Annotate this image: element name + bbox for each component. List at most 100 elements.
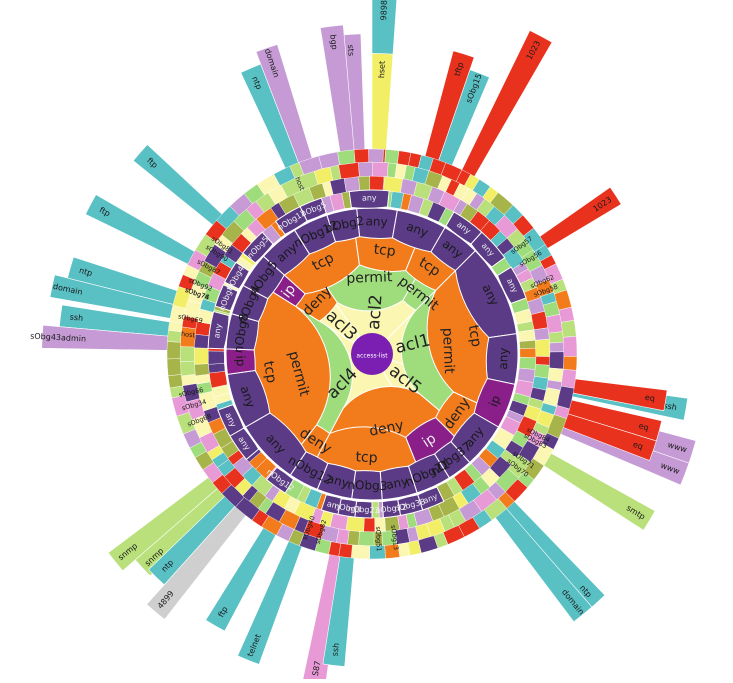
fill-wedge — [208, 363, 226, 374]
spike-layer: 10239898ssheqwwwwwweqeqsmtpntpdomainS87s… — [30, 0, 697, 683]
object-label: any — [365, 214, 388, 229]
object-label: nObg8 — [231, 312, 251, 354]
detail-segment — [217, 404, 245, 437]
fill-wedge — [549, 342, 565, 353]
spike-label: tftp — [453, 61, 466, 77]
fill-wedge — [363, 517, 376, 533]
detail-segment — [348, 189, 390, 209]
fill-wedge — [338, 543, 353, 559]
fill-wedge — [167, 374, 183, 389]
spike-label: hset — [377, 61, 387, 79]
fill-wedge — [179, 360, 196, 377]
fill-wedge — [350, 544, 370, 560]
action-label: permit — [346, 269, 393, 287]
outer-label: host — [181, 330, 196, 339]
spike-label: ssh — [663, 401, 678, 412]
fill-wedge — [166, 358, 182, 377]
fill-wedge — [563, 336, 578, 357]
fill-wedge — [518, 329, 536, 342]
object-label: any — [496, 347, 511, 370]
spike-label: ssh — [69, 312, 83, 323]
detail-segment — [496, 266, 527, 304]
fill-wedge — [347, 530, 360, 546]
spike-label: ntp — [78, 266, 93, 278]
fill-wedge — [207, 350, 225, 365]
detail-label: any — [212, 323, 223, 339]
detail-segment — [381, 499, 402, 519]
detail-label: nObg23 — [348, 504, 380, 515]
fill-wedge — [369, 175, 385, 191]
spike-bar — [237, 531, 306, 665]
fill-wedge — [563, 356, 578, 371]
fill-wedge — [368, 148, 384, 163]
object-label: any — [237, 384, 257, 409]
detail-label: any — [326, 499, 343, 511]
detail-segment — [223, 261, 250, 290]
protocol-label: tcp — [260, 360, 280, 385]
spike-label: eq — [632, 440, 644, 452]
detail-segment — [337, 498, 358, 518]
spike-bar — [132, 144, 230, 232]
fill-wedge — [337, 149, 356, 165]
fill-wedge — [179, 346, 195, 362]
fill-wedge — [383, 176, 403, 193]
detail-segment — [299, 197, 327, 222]
spike-label: sts — [346, 44, 356, 56]
spike-label: S87 — [311, 660, 323, 677]
fill-wedge — [371, 161, 389, 177]
fill-wedge — [561, 319, 577, 338]
fill-wedge — [194, 363, 210, 377]
fill-wedge — [167, 330, 182, 343]
protocol-label: tcp — [355, 449, 378, 466]
fill-wedge — [534, 364, 550, 379]
object-label: nObg3 — [347, 478, 387, 493]
outer-label: sObg51 — [374, 526, 383, 551]
detail-segment — [265, 466, 295, 494]
fill-wedge — [519, 340, 537, 349]
detail-segment — [242, 231, 274, 264]
fill-wedge — [548, 331, 564, 344]
fill-wedge — [519, 357, 537, 370]
object-label: ip — [233, 355, 248, 367]
fill-wedge — [166, 341, 181, 360]
protocol-label: tcp — [373, 241, 397, 260]
fill-wedge — [343, 176, 360, 193]
fill-wedge — [193, 333, 210, 349]
spike-label: bgp — [328, 34, 339, 50]
object-label: any — [385, 474, 409, 492]
object-label: ip — [486, 394, 503, 409]
detail-label: any — [362, 193, 377, 202]
acl-label: acl2 — [364, 294, 387, 331]
fill-wedge — [549, 351, 565, 370]
detail-label: nObg22 — [375, 502, 408, 515]
action-label: deny — [368, 417, 405, 439]
fill-wedge — [535, 338, 551, 357]
fill-wedge — [561, 369, 577, 389]
detail-label: nObg3 — [334, 502, 362, 515]
spike-label: eq — [644, 393, 655, 403]
fill-wedge — [384, 149, 400, 164]
fill-wedge — [558, 306, 575, 323]
fill-wedge — [533, 327, 550, 341]
fill-wedge — [358, 175, 371, 191]
fill-wedge — [345, 516, 365, 533]
fill-wedge — [338, 162, 360, 179]
spike-label: sObg43admin — [30, 332, 86, 344]
detail-segment — [214, 284, 239, 312]
fill-wedge — [519, 347, 537, 358]
protocol-label: tcp — [465, 324, 485, 349]
object-label: any — [325, 471, 350, 490]
action-label: permit — [439, 327, 457, 374]
spike-label: ftp — [98, 205, 112, 218]
spike-label: ssh — [330, 642, 341, 656]
fill-wedge — [535, 356, 551, 366]
fill-wedge — [353, 148, 369, 163]
detail-segment — [470, 231, 506, 268]
center-label: access-list — [356, 353, 388, 360]
fill-wedge — [193, 347, 209, 365]
fill-wedge — [358, 531, 375, 547]
fill-wedge — [358, 161, 373, 177]
fill-wedge — [547, 367, 564, 383]
